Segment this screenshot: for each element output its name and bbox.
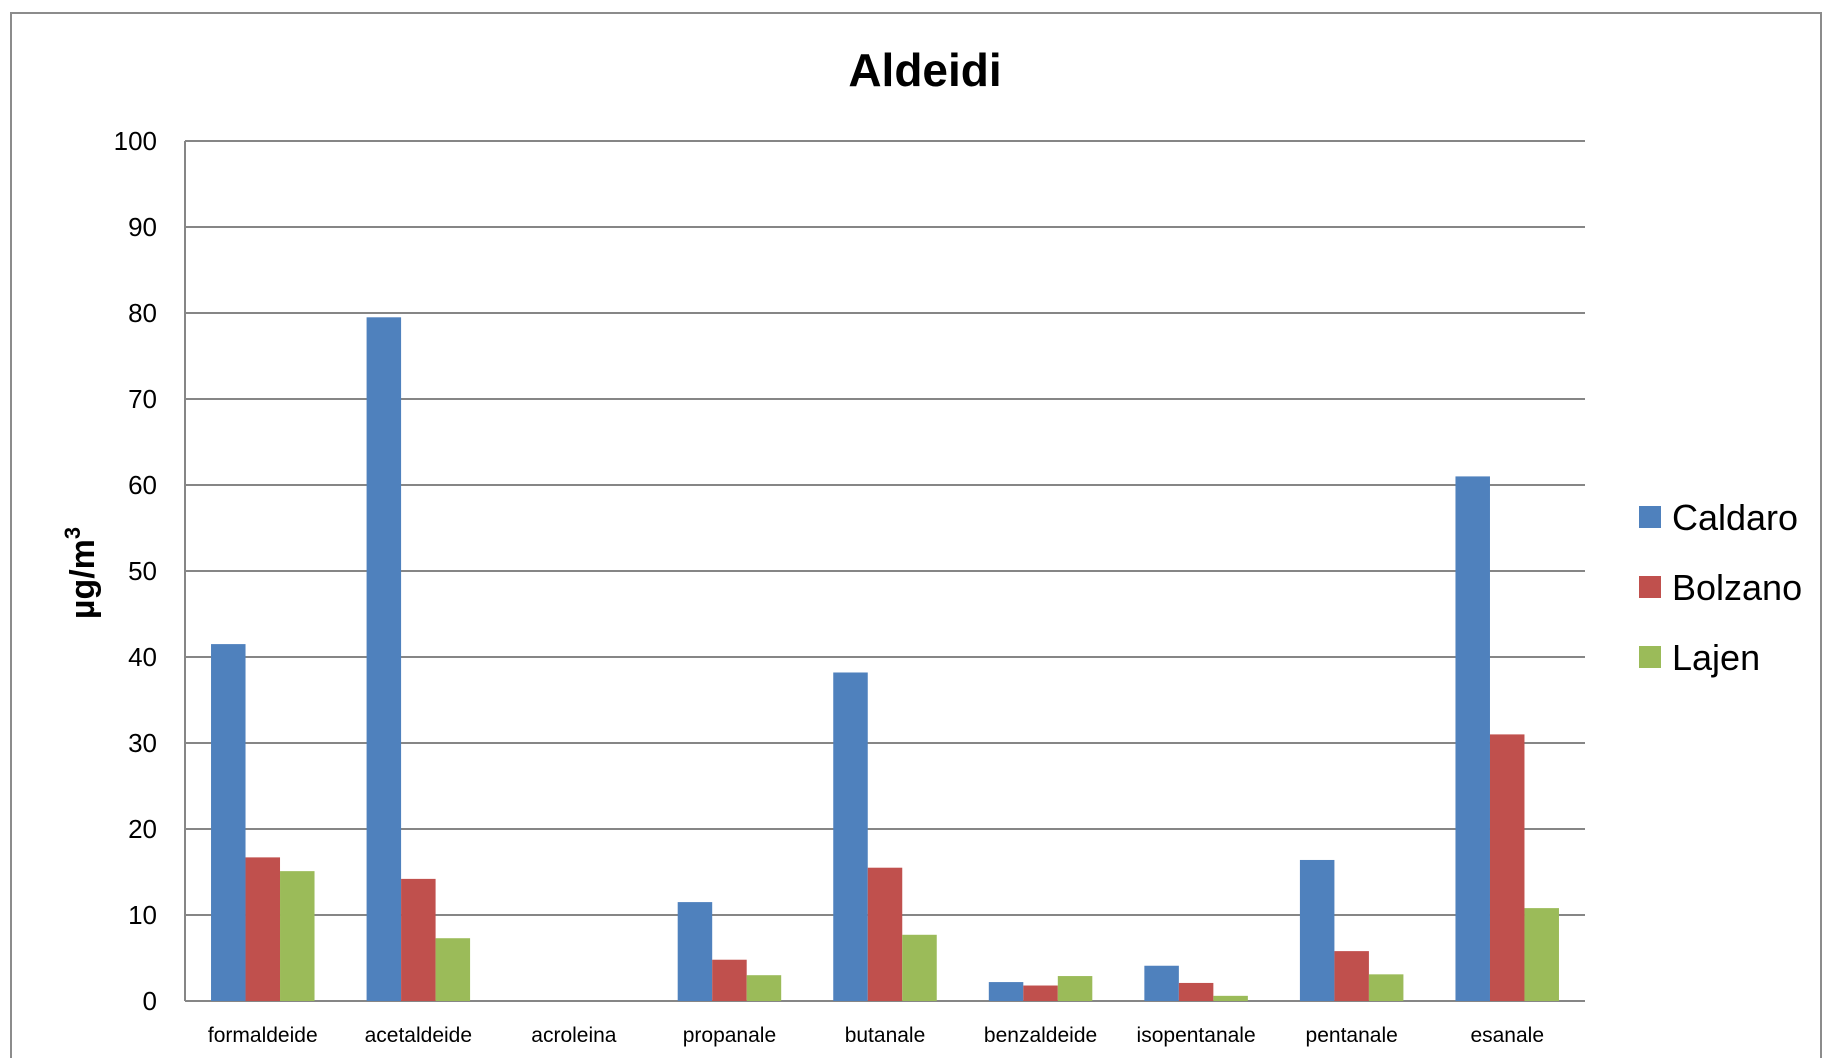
y-tick-label: 50 [128,556,157,586]
x-tick-label: acetaldeide [365,1024,472,1047]
bar-bolzano-pentanale [1334,951,1369,1001]
bar-bolzano-benzaldeide [1023,985,1058,1001]
y-tick-label: 20 [128,814,157,844]
bar-lajen-formaldeide [280,871,315,1001]
x-tick-label: benzaldeide [984,1024,1097,1047]
x-tick-label: esanale [1470,1024,1544,1047]
x-tick-label: formaldeide [208,1024,318,1047]
y-axis-label: µg/m3 [60,527,102,619]
bars [211,317,1559,1001]
legend-label-caldaro: Caldaro [1672,497,1798,538]
bar-caldaro-benzaldeide [988,982,1024,1001]
x-tick-label: propanale [683,1024,776,1047]
x-tick-label: acroleina [531,1024,617,1047]
y-tick-label: 40 [128,642,157,672]
bar-bolzano-isopentanale [1178,982,1214,1001]
legend-swatch-bolzano [1639,576,1661,598]
bar-bolzano-formaldeide [245,857,281,1001]
chart-frame [10,12,1822,1058]
bar-bolzano-butanale [867,867,903,1001]
y-tick-label: 80 [128,298,157,328]
x-tick-label: butanale [845,1024,926,1047]
x-tick-label: isopentanale [1137,1024,1256,1047]
y-tick-label: 70 [128,384,157,414]
y-tick-label: 30 [128,728,157,758]
bar-lajen-acetaldeide [435,938,471,1001]
bar-caldaro-isopentanale [1144,965,1179,1001]
y-tick-label: 0 [143,986,157,1016]
bar-caldaro-pentanale [1299,859,1335,1001]
bar-caldaro-acetaldeide [366,317,402,1001]
legend-swatch-lajen [1639,646,1661,668]
x-axis-tick-labels: formaldeide acetaldeide acroleina propanale… [208,1024,1544,1047]
bar-lajen-pentanale [1368,974,1404,1001]
y-axis-tick-labels: 0 10 20 30 40 50 60 70 80 90 100 [114,126,157,1016]
x-tick-label: pentanale [1306,1024,1398,1047]
bar-caldaro-propanale [677,902,713,1001]
bar-bolzano-propanale [712,959,747,1001]
legend: Caldaro Bolzano Lajen [1639,497,1802,678]
bar-lajen-esanale [1524,908,1559,1001]
legend-swatch-caldaro [1639,506,1661,528]
bar-caldaro-butanale [833,672,868,1001]
y-tick-label: 10 [128,900,157,930]
bar-caldaro-esanale [1455,476,1490,1001]
bar-bolzano-acetaldeide [401,878,436,1001]
bar-lajen-benzaldeide [1057,976,1093,1001]
y-tick-label: 60 [128,470,157,500]
legend-label-bolzano: Bolzano [1672,567,1802,608]
bar-caldaro-formaldeide [211,644,246,1001]
chart-title: Aldeidi [848,44,1001,96]
bar-lajen-butanale [902,934,937,1001]
legend-label-lajen: Lajen [1672,637,1760,678]
bar-bolzano-esanale [1489,734,1525,1001]
y-tick-label: 100 [114,126,157,156]
y-tick-label: 90 [128,212,157,242]
bar-lajen-propanale [746,975,782,1001]
bar-lajen-isopentanale [1213,995,1248,1001]
